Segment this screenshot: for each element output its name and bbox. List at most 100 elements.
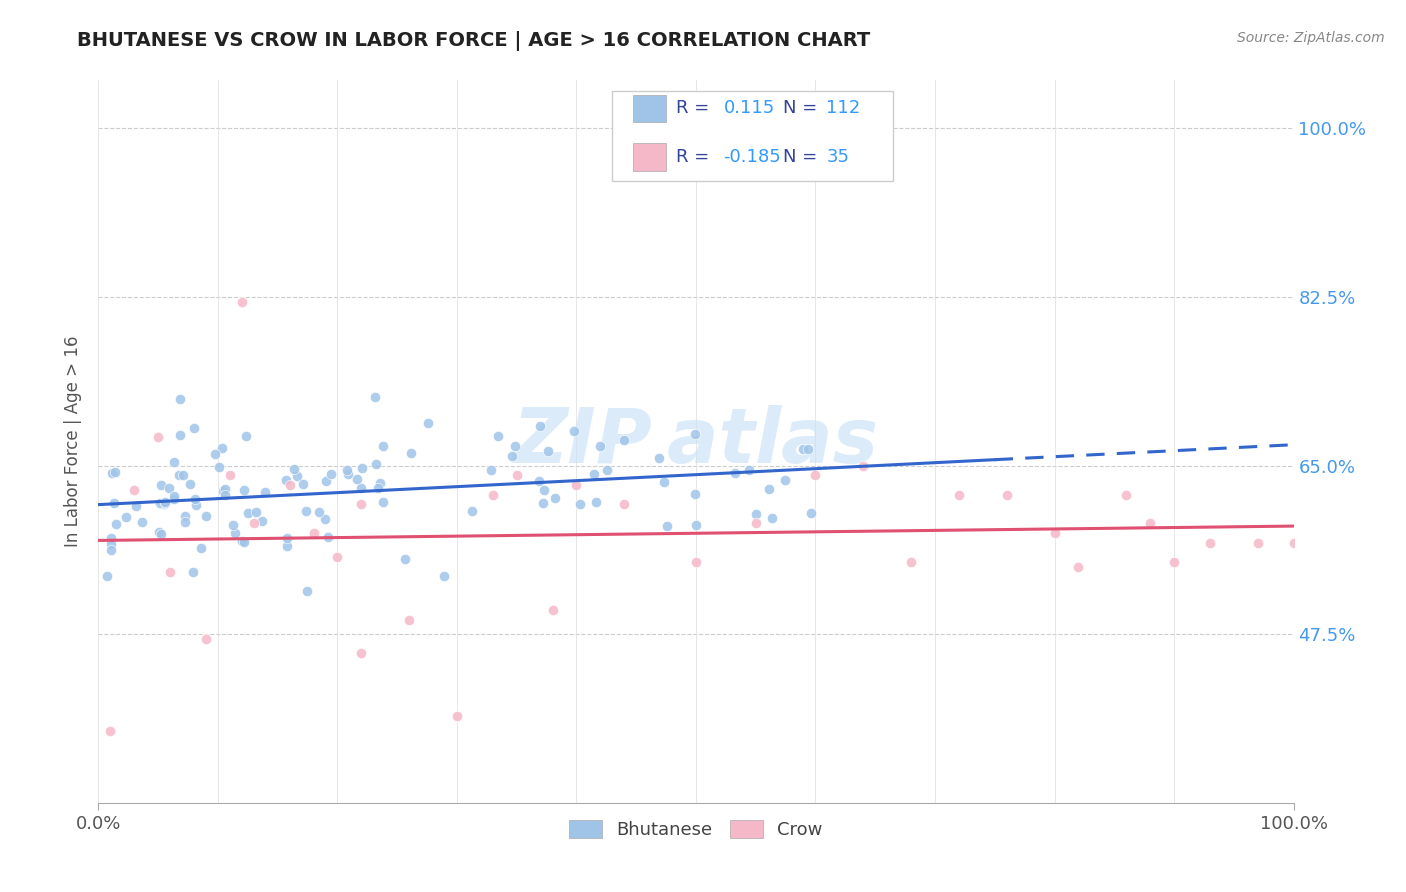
Text: BHUTANESE VS CROW IN LABOR FORCE | AGE > 16 CORRELATION CHART: BHUTANESE VS CROW IN LABOR FORCE | AGE >…	[77, 31, 870, 51]
Point	[174, 508, 197, 523]
Point	[291, 477, 314, 491]
Point	[149, 527, 172, 541]
Point	[195, 508, 218, 523]
Point	[852, 458, 875, 473]
Point	[148, 430, 170, 444]
Point	[569, 497, 592, 511]
Point	[724, 466, 747, 480]
Point	[211, 441, 233, 455]
Point	[1139, 516, 1161, 531]
Point	[295, 583, 318, 598]
Point	[276, 473, 298, 487]
Text: -0.185: -0.185	[724, 148, 782, 166]
Text: N =: N =	[783, 100, 817, 118]
Point	[652, 475, 675, 489]
Point	[179, 477, 201, 491]
Point	[153, 496, 176, 510]
Point	[181, 566, 204, 580]
Point	[350, 497, 373, 511]
Point	[367, 481, 389, 495]
Point	[366, 458, 388, 472]
Point	[564, 424, 586, 438]
Point	[481, 487, 505, 501]
Point	[163, 455, 186, 469]
Point	[243, 516, 266, 531]
Text: R =: R =	[676, 148, 709, 166]
Point	[115, 510, 138, 524]
Point	[100, 531, 122, 545]
Point	[96, 569, 118, 583]
Point	[294, 504, 316, 518]
Point	[792, 442, 814, 456]
Point	[169, 392, 191, 406]
Point	[278, 478, 301, 492]
Point	[231, 294, 253, 309]
Point	[155, 495, 177, 509]
Point	[125, 500, 148, 514]
Point	[1043, 526, 1066, 541]
Point	[1163, 555, 1185, 569]
Point	[254, 484, 277, 499]
Point	[683, 427, 706, 442]
Point	[683, 487, 706, 501]
Point	[506, 468, 529, 483]
Point	[163, 491, 186, 506]
Text: 35: 35	[827, 148, 849, 166]
Point	[900, 555, 922, 569]
Text: N =: N =	[783, 148, 817, 166]
Point	[124, 483, 146, 497]
Point	[150, 478, 173, 492]
Point	[314, 512, 336, 526]
Point	[101, 466, 124, 480]
Point	[346, 472, 368, 486]
Point	[326, 550, 349, 565]
Point	[336, 463, 359, 477]
Point	[169, 468, 191, 483]
Point	[152, 497, 174, 511]
Point	[796, 442, 818, 456]
Point	[433, 568, 456, 582]
Point	[302, 526, 325, 541]
Point	[315, 474, 337, 488]
Point	[565, 478, 588, 492]
Point	[149, 496, 172, 510]
Point	[1067, 559, 1090, 574]
Point	[157, 481, 180, 495]
Point	[276, 531, 298, 545]
Point	[537, 444, 560, 458]
Point	[222, 517, 245, 532]
Point	[399, 446, 422, 460]
Point	[364, 390, 387, 404]
Point	[172, 468, 194, 483]
Point	[163, 489, 186, 503]
Point	[337, 467, 360, 481]
Y-axis label: In Labor Force | Age > 16: In Labor Force | Age > 16	[65, 335, 83, 548]
Point	[398, 613, 420, 627]
Point	[596, 463, 619, 477]
Point	[1282, 535, 1305, 549]
Point	[184, 498, 207, 512]
Point	[533, 483, 555, 498]
Point	[585, 495, 607, 509]
Point	[104, 465, 127, 479]
Point	[368, 476, 391, 491]
Point	[418, 417, 440, 431]
Text: Source: ZipAtlas.com: Source: ZipAtlas.com	[1237, 31, 1385, 45]
Point	[184, 491, 207, 506]
Point	[501, 450, 523, 464]
Text: 0.115: 0.115	[724, 100, 775, 118]
Point	[737, 463, 759, 477]
Point	[308, 505, 330, 519]
Point	[1247, 535, 1270, 549]
Point	[104, 517, 127, 532]
Point	[350, 647, 373, 661]
Point	[103, 496, 125, 510]
Point	[98, 723, 122, 738]
Point	[529, 419, 551, 434]
FancyBboxPatch shape	[633, 95, 666, 122]
Point	[190, 541, 212, 556]
Point	[613, 497, 636, 511]
FancyBboxPatch shape	[613, 91, 893, 181]
Point	[1115, 487, 1137, 501]
Point	[245, 505, 267, 519]
